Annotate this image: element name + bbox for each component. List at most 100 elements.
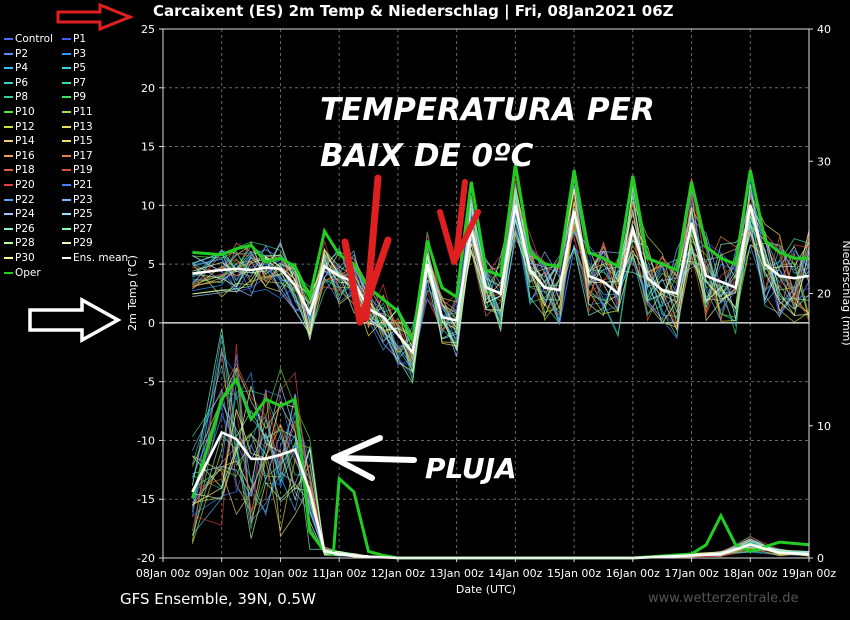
legend-label: P16 [15, 149, 35, 162]
legend-label: Oper [15, 266, 41, 279]
legend-swatch [4, 154, 13, 157]
x-tick-label: 19Jan 00z [782, 567, 836, 580]
y-axis-label: 2m Temp (°C) [126, 255, 139, 331]
legend-item: P19 [62, 164, 93, 176]
legend-swatch [62, 81, 71, 84]
y2-tick-label: 20 [817, 288, 831, 301]
legend-item: Control [4, 33, 53, 45]
legend-label: Ens. mean [73, 252, 129, 264]
legend-label: P26 [15, 222, 35, 235]
legend-label: P23 [73, 193, 93, 206]
main-series [190, 163, 810, 560]
annotation-arrows [28, 2, 481, 481]
legend-swatch [4, 38, 13, 40]
legend-swatch [62, 111, 71, 113]
legend-item: P23 [62, 194, 93, 206]
legend-label: P8 [15, 91, 29, 104]
legend-swatch [4, 242, 13, 245]
x-tick-label: 12Jan 00z [371, 567, 425, 580]
legend-swatch [62, 96, 71, 99]
legend-label: P29 [73, 237, 93, 250]
legend-label: P30 [15, 252, 35, 264]
ens-mean-precip-line [191, 430, 810, 560]
legend-item: Oper [4, 267, 41, 279]
legend-label: P21 [73, 179, 93, 191]
legend-item: P24 [4, 208, 35, 220]
legend-swatch [4, 140, 13, 143]
legend-swatch [4, 257, 13, 259]
annotation-rain: PLUJA [425, 452, 517, 485]
y2-tick-label: 0 [817, 552, 824, 565]
y-tick-label: -5 [144, 376, 155, 389]
legend-label: P7 [73, 76, 87, 89]
ens-mean-temp-line [192, 204, 810, 356]
legend-label: P1 [73, 33, 87, 45]
x-tick-label: 08Jan 00z [136, 567, 190, 580]
legend-swatch [4, 271, 13, 274]
x-tick-label: 18Jan 00z [723, 567, 777, 580]
y-tick-label: 5 [148, 258, 155, 271]
legend-label: P25 [73, 208, 93, 221]
legend-swatch [62, 184, 71, 186]
legend-swatch [62, 227, 71, 230]
y2-axis-label: Niederschlag (mm) [840, 240, 850, 345]
tick-labels: -20 -15 -10 -5 0 5 10 15 20 25 0 10 20 30 40 08Jan 00z 0… [126, 23, 850, 596]
y2-tick-label: 10 [817, 420, 831, 433]
legend-item: Ens. mean [62, 252, 128, 264]
legend-item: P6 [4, 77, 28, 89]
x-tick-label: 15Jan 00z [547, 567, 601, 580]
legend-item: P2 [4, 48, 28, 60]
legend-item: P16 [4, 150, 35, 162]
white-left-arrow-shaft [335, 455, 417, 463]
legend-label: P28 [15, 237, 35, 250]
legend-item: P1 [62, 33, 86, 45]
legend-item: P20 [4, 179, 35, 191]
red-down-arrow-2-shaft [453, 179, 468, 261]
legend-item: P3 [62, 48, 86, 60]
legend-item: P26 [4, 223, 35, 235]
x-tick-label: 09Jan 00z [195, 567, 249, 580]
legend-item: P5 [62, 62, 86, 74]
legend-item: P25 [62, 208, 93, 220]
red-down-arrow-2-head [437, 209, 481, 265]
legend-item: P11 [62, 106, 93, 118]
x-axis-label: Date (UTC) [456, 583, 516, 596]
legend-swatch [62, 140, 71, 143]
legend-label: P19 [73, 164, 93, 177]
legend-swatch [4, 213, 13, 216]
x-tick-label: 16Jan 00z [606, 567, 660, 580]
chart-title: Carcaixent (ES) 2m Temp & Niederschlag |… [153, 2, 674, 20]
legend-label: P3 [73, 47, 87, 60]
legend-swatch [62, 52, 71, 55]
legend-label: P18 [15, 164, 35, 177]
legend-label: P17 [73, 149, 93, 162]
legend-swatch [4, 52, 13, 55]
legend-item: P18 [4, 164, 35, 176]
y2-tick-label: 40 [817, 23, 831, 36]
legend-swatch [62, 38, 71, 40]
white-outline-arrow [28, 297, 122, 343]
legend-label: P2 [15, 47, 29, 60]
y-tick-label: 25 [141, 23, 155, 36]
x-tick-label: 17Jan 00z [664, 567, 718, 580]
model-footer: GFS Ensemble, 39N, 0.5W [120, 590, 316, 608]
legend-swatch [62, 198, 71, 201]
legend-swatch [4, 81, 13, 84]
legend-swatch [4, 227, 13, 230]
legend-item: P17 [62, 150, 93, 162]
legend-label: P14 [15, 135, 35, 148]
legend-item: P30 [4, 252, 35, 264]
legend-swatch [62, 169, 71, 172]
legend-item: P21 [62, 179, 93, 191]
legend-item: P27 [62, 223, 93, 235]
white-left-arrow-head [331, 435, 383, 481]
red-outline-arrow [56, 2, 135, 32]
y-tick-label: 0 [148, 317, 155, 330]
legend-label: P12 [15, 120, 35, 133]
legend-item: P10 [4, 106, 35, 118]
legend-label: Control [15, 33, 53, 45]
y-tick-label: 10 [141, 199, 155, 212]
legend-label: P6 [15, 76, 29, 89]
